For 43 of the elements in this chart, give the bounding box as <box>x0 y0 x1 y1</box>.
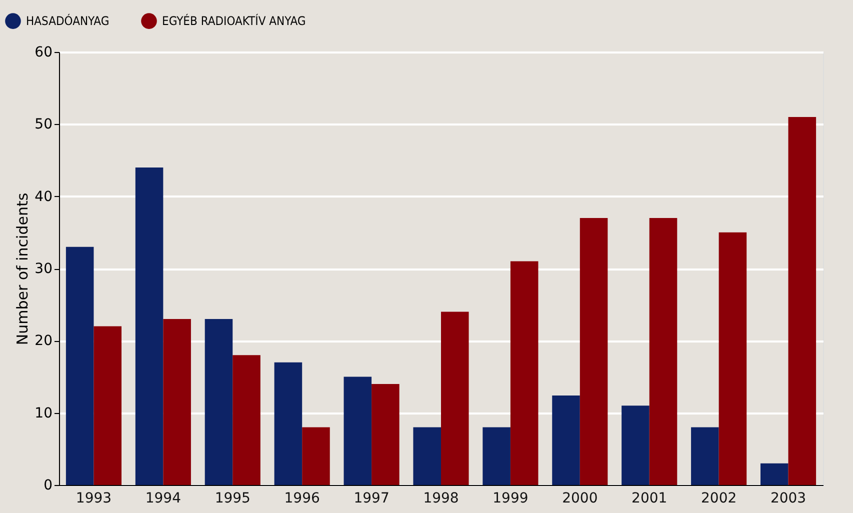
y-tick-label: 0 <box>44 478 52 494</box>
bar <box>135 167 164 485</box>
y-tick-label: 30 <box>34 261 52 277</box>
bar <box>274 362 302 485</box>
y-axis-title: Number of incidents <box>14 192 32 346</box>
x-tick-label: 1997 <box>354 490 390 506</box>
y-tick-label: 40 <box>34 188 52 205</box>
y-tick-label: 60 <box>34 44 52 60</box>
bar <box>94 326 122 485</box>
bar <box>66 246 94 485</box>
bar <box>413 427 441 485</box>
x-tick-label: 2001 <box>632 490 668 506</box>
y-tick-label: 10 <box>34 405 52 422</box>
x-tick-label: 1994 <box>145 490 182 506</box>
x-tick-label: 1996 <box>284 490 320 506</box>
y-tick-label: 20 <box>34 333 52 350</box>
bar <box>232 355 260 485</box>
x-tick-label: 2003 <box>770 490 806 506</box>
y-tick-label: 50 <box>34 116 52 133</box>
x-tick-label: 2002 <box>701 490 737 506</box>
bar <box>691 427 719 485</box>
bar <box>580 218 608 485</box>
x-tick-label: 1993 <box>76 490 112 506</box>
legend-label: EGYÉB RADIOAKTÍV ANYAG <box>162 13 306 28</box>
bar <box>302 427 330 485</box>
x-tick-label: 1995 <box>214 490 250 506</box>
x-tick-label: 2000 <box>562 490 598 506</box>
bar <box>788 116 816 485</box>
legend-label: HASADÓANYAG <box>26 13 110 28</box>
bar <box>441 312 469 485</box>
bar <box>760 463 788 485</box>
bar <box>372 384 400 485</box>
x-tick-label: 1999 <box>492 490 528 506</box>
x-tick-label: 1998 <box>423 490 459 506</box>
bar <box>552 396 580 485</box>
bar <box>204 319 233 485</box>
bar <box>649 218 678 485</box>
bar <box>344 376 372 485</box>
bar <box>622 406 650 485</box>
bar <box>163 319 191 485</box>
bar <box>510 261 538 485</box>
bar <box>482 427 510 485</box>
bar <box>718 232 747 485</box>
